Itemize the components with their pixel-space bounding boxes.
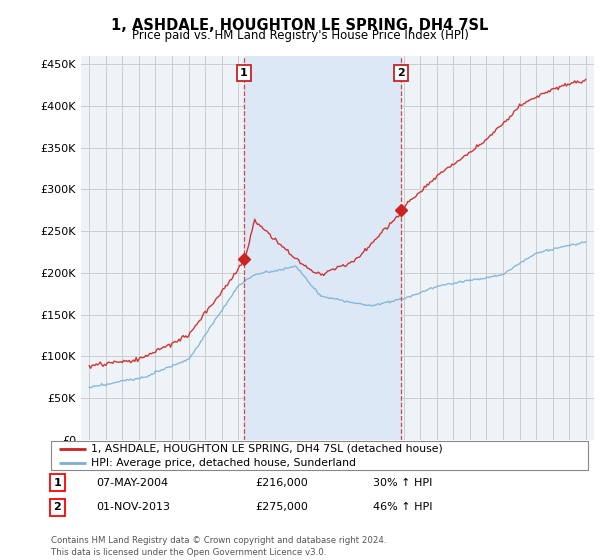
Text: 1, ASHDALE, HOUGHTON LE SPRING, DH4 7SL: 1, ASHDALE, HOUGHTON LE SPRING, DH4 7SL (112, 18, 488, 33)
Text: Contains HM Land Registry data © Crown copyright and database right 2024.: Contains HM Land Registry data © Crown c… (51, 536, 386, 545)
Text: £216,000: £216,000 (255, 478, 308, 488)
Text: 07-MAY-2004: 07-MAY-2004 (97, 478, 169, 488)
Text: Price paid vs. HM Land Registry's House Price Index (HPI): Price paid vs. HM Land Registry's House … (131, 29, 469, 42)
Text: 1: 1 (53, 478, 61, 488)
Text: 2: 2 (397, 68, 405, 78)
Text: 46% ↑ HPI: 46% ↑ HPI (373, 502, 433, 512)
Text: 30% ↑ HPI: 30% ↑ HPI (373, 478, 433, 488)
Text: This data is licensed under the Open Government Licence v3.0.: This data is licensed under the Open Gov… (51, 548, 326, 557)
Text: 1: 1 (240, 68, 248, 78)
Bar (244, 56, 401, 440)
Text: £275,000: £275,000 (255, 502, 308, 512)
FancyBboxPatch shape (51, 441, 588, 470)
Text: HPI: Average price, detached house, Sunderland: HPI: Average price, detached house, Sund… (91, 458, 356, 468)
Text: 2: 2 (53, 502, 61, 512)
Text: 1, ASHDALE, HOUGHTON LE SPRING, DH4 7SL (detached house): 1, ASHDALE, HOUGHTON LE SPRING, DH4 7SL … (91, 444, 443, 454)
Text: 01-NOV-2013: 01-NOV-2013 (97, 502, 170, 512)
